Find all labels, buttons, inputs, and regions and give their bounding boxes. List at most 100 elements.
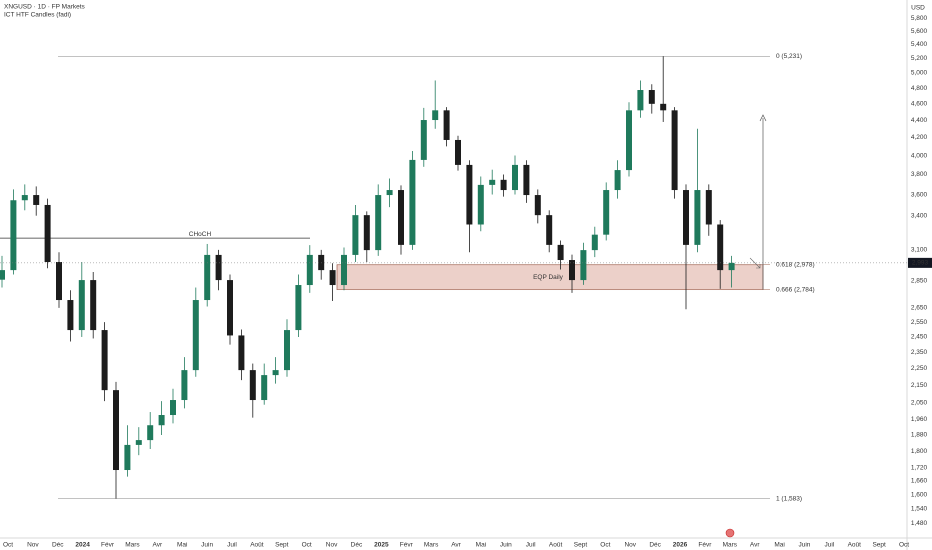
x-tick-label: Juin — [500, 542, 512, 549]
y-tick-label: 2,850 — [911, 278, 928, 285]
y-tick-label: 1,540 — [911, 505, 928, 512]
fib-level-label: 1 (1,583) — [776, 495, 802, 502]
x-tick-label: Août — [250, 542, 264, 549]
x-tick-label: Nov — [27, 542, 39, 549]
zone-label: EQP Daily — [533, 274, 564, 281]
candle-body — [204, 254, 211, 301]
candle-body — [101, 330, 108, 391]
candle-body — [21, 195, 28, 201]
x-tick-label: Déc — [52, 542, 64, 549]
x-tick-label: Déc — [351, 542, 363, 549]
x-tick-label: Juin — [799, 542, 811, 549]
candle-body — [580, 250, 587, 281]
candle-body — [318, 254, 325, 271]
event-icon[interactable] — [725, 528, 735, 538]
candle-body — [341, 254, 347, 286]
candle-body — [660, 103, 667, 111]
candle-body — [158, 415, 165, 426]
candle-body — [78, 280, 85, 331]
x-tick-label: Oct — [302, 542, 312, 549]
candle-body — [512, 164, 518, 191]
candle-body — [295, 285, 302, 331]
y-tick-label: 2,050 — [911, 400, 928, 407]
candle-body — [44, 204, 51, 263]
x-tick-label: Nov — [624, 542, 636, 549]
candle-body — [626, 110, 632, 171]
candle-body — [717, 224, 724, 271]
candle-body — [432, 110, 439, 121]
choch-label: CHoCH — [189, 231, 212, 238]
x-tick-label: Févr — [698, 542, 712, 549]
last-price-label: 2,993 — [912, 260, 929, 267]
x-tick-label: Déc — [649, 542, 661, 549]
fib-level-label: 0.666 (2,784) — [776, 286, 815, 293]
candle-body — [135, 440, 142, 445]
candle-body — [10, 200, 17, 271]
x-tick-label: Avr — [750, 542, 760, 549]
candle-body — [398, 190, 404, 245]
x-tick-label: Nov — [326, 542, 338, 549]
x-tick-label: Sept — [275, 542, 289, 549]
x-tick-label: Mai — [476, 542, 486, 549]
x-tick-label: Mars — [125, 542, 140, 549]
x-tick-label: Août — [549, 542, 563, 549]
candle-body — [261, 375, 268, 401]
candle-body — [523, 164, 530, 196]
y-tick-label: 4,400 — [911, 117, 928, 124]
candle-body — [591, 234, 598, 251]
x-tick-label: Oct — [600, 542, 610, 549]
candle-body — [455, 139, 461, 165]
candle-body — [306, 254, 313, 286]
x-tick-label: Juin — [201, 542, 213, 549]
y-tick-label: 4,000 — [911, 152, 928, 159]
y-tick-label: 1,880 — [911, 432, 928, 439]
y-tick-label: 4,600 — [911, 101, 928, 108]
candle-body — [227, 280, 233, 336]
candle-body — [192, 300, 199, 371]
candle-body — [705, 190, 712, 225]
y-tick-label: 2,450 — [911, 334, 928, 341]
x-tick-label: Mars — [424, 542, 439, 549]
y-tick-label: 1,660 — [911, 478, 928, 485]
y-tick-label: 2,550 — [911, 319, 928, 326]
candle-body — [569, 260, 575, 281]
y-tick-label: 2,350 — [911, 349, 928, 356]
y-tick-label: 3,400 — [911, 212, 928, 219]
y-tick-label: 1,960 — [911, 416, 928, 423]
candle-body — [546, 215, 553, 245]
x-tick-label: Sept — [872, 542, 886, 549]
candle-body — [500, 179, 507, 191]
candle-body — [352, 215, 359, 255]
candle-body — [90, 280, 97, 331]
last-price-box — [908, 257, 932, 268]
y-tick-label: 3,100 — [911, 247, 928, 254]
candle-body — [124, 444, 131, 471]
candle-body — [534, 195, 541, 216]
y-tick-label: 4,200 — [911, 134, 928, 141]
candle-body — [443, 110, 450, 140]
candle-body — [0, 270, 5, 280]
fib-level-label: 0 (5,231) — [776, 53, 802, 60]
candle-body — [671, 110, 678, 191]
candle-body — [170, 400, 176, 416]
x-tick-label: Févr — [101, 542, 115, 549]
y-tick-label: 5,400 — [911, 41, 928, 48]
y-tick-label: 1,800 — [911, 448, 928, 455]
x-tick-label: Juil — [526, 542, 536, 549]
x-tick-label: Juil — [227, 542, 237, 549]
indicator-name: ICT HTF Candles (fadi) — [4, 12, 71, 19]
x-tick-label: 2024 — [75, 542, 90, 549]
candle-body — [614, 170, 621, 191]
x-tick-label: Oct — [899, 542, 909, 549]
candle-body — [637, 90, 644, 111]
candle-body — [181, 370, 188, 401]
candle-body — [67, 300, 74, 331]
candle-body — [363, 215, 370, 251]
fib-level-label: 0.618 (2,978) — [776, 261, 815, 268]
candle-body — [375, 195, 382, 251]
x-tick-label: Avr — [153, 542, 163, 549]
y-tick-label: 1,480 — [911, 520, 928, 527]
candle-body — [238, 335, 245, 371]
